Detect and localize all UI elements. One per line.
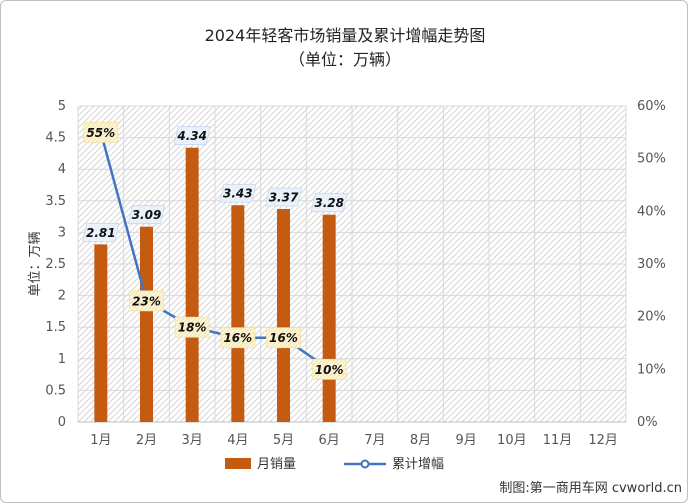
bar-data-label: 3.43 xyxy=(223,187,253,201)
line-label-box xyxy=(129,290,164,312)
left-axis-ticks: 0 0.5 1 1.5 2 2.5 3 3.5 4 4.5 5 xyxy=(45,99,66,430)
legend-bar-label: 月销量 xyxy=(257,457,296,472)
line-label-box xyxy=(266,327,301,349)
left-tick-label: 5 xyxy=(58,99,66,114)
bar-data-label: 2.81 xyxy=(86,226,116,240)
line-data-label: 55% xyxy=(86,126,115,140)
bar-data-label: 4.34 xyxy=(176,129,207,143)
left-tick-label: 0 xyxy=(58,415,66,430)
y-axis-label: 单位：万辆 xyxy=(28,231,43,296)
line-data-label: 10% xyxy=(315,363,344,377)
x-tick-label: 8月 xyxy=(410,433,431,448)
right-tick-label: 50% xyxy=(637,152,666,167)
left-tick-label: 4.5 xyxy=(45,131,66,146)
left-tick-label: 1.5 xyxy=(45,320,66,335)
bar-label-box xyxy=(128,205,165,225)
x-tick-label: 9月 xyxy=(456,433,477,448)
bar-label-box xyxy=(173,126,211,146)
left-tick-label: 2 xyxy=(58,289,66,304)
right-tick-label: 40% xyxy=(637,204,666,219)
bar xyxy=(140,226,153,422)
bar xyxy=(322,214,336,422)
right-tick-label: 0% xyxy=(637,415,658,430)
x-tick-label: 7月 xyxy=(364,433,385,448)
line-label-box xyxy=(311,358,347,380)
left-tick-label: 0.5 xyxy=(45,383,66,398)
left-tick-label: 3 xyxy=(58,225,66,240)
x-tick-label: 6月 xyxy=(319,433,340,448)
bar xyxy=(185,147,199,422)
bar-label-box xyxy=(310,193,348,213)
x-tick-label: 3月 xyxy=(182,433,203,448)
bar-data-label: 3.28 xyxy=(314,196,344,210)
left-tick-label: 4 xyxy=(58,162,66,177)
chart-title: 2024年轻客市场销量及累计增幅走势图 xyxy=(205,26,486,45)
legend-bar-swatch xyxy=(225,458,251,469)
chart-subtitle: （单位：万辆） xyxy=(289,50,401,69)
legend-line-label: 累计增幅 xyxy=(392,457,444,472)
line-data-labels: 55% 23% 18% 16% 16% 10% xyxy=(83,121,347,380)
right-axis-ticks: 0% 10% 20% 30% 40% 50% 60% xyxy=(637,99,666,430)
bar xyxy=(277,209,290,422)
bar-data-labels: 2.81 3.09 4.34 3.43 3.37 3.28 xyxy=(82,126,348,242)
bar xyxy=(231,205,245,422)
right-tick-label: 60% xyxy=(637,99,666,114)
bar-label-box xyxy=(265,187,302,207)
line-data-label: 23% xyxy=(132,294,161,308)
left-tick-label: 1 xyxy=(58,352,66,367)
bar-label-box xyxy=(219,183,257,203)
line-data-label: 16% xyxy=(269,331,298,345)
legend: 月销量 累计增幅 xyxy=(225,457,444,472)
left-tick-label: 2.5 xyxy=(45,257,66,272)
line-data-label: 16% xyxy=(223,331,252,345)
right-tick-label: 30% xyxy=(637,257,666,272)
legend-line-marker xyxy=(360,459,370,469)
x-axis-ticks: 1月 2月 3月 4月 5月 6月 7月 8月 9月 10月 11月 12月 xyxy=(90,433,618,448)
x-tick-label: 11月 xyxy=(543,433,573,448)
line-data-label: 18% xyxy=(178,321,207,335)
line-label-box xyxy=(220,327,256,349)
bar-label-box xyxy=(82,223,120,242)
x-tick-label: 1月 xyxy=(90,433,111,448)
x-tick-label: 10月 xyxy=(497,433,527,448)
line-label-box xyxy=(83,121,119,143)
x-tick-label: 12月 xyxy=(588,433,618,448)
line-label-box xyxy=(174,316,210,338)
right-tick-label: 20% xyxy=(637,310,666,325)
left-tick-label: 3.5 xyxy=(45,194,66,209)
bar xyxy=(94,244,108,422)
gridlines xyxy=(77,105,627,422)
right-tick-label: 10% xyxy=(637,362,666,377)
source-credit: 制图:第一商用车网 cvworld.cn xyxy=(499,480,682,496)
x-tick-label: 2月 xyxy=(136,433,157,448)
x-tick-label: 4月 xyxy=(227,433,248,448)
x-tick-label: 5月 xyxy=(273,433,294,448)
bar-data-label: 3.09 xyxy=(132,208,162,222)
bar-data-label: 3.37 xyxy=(269,191,299,205)
